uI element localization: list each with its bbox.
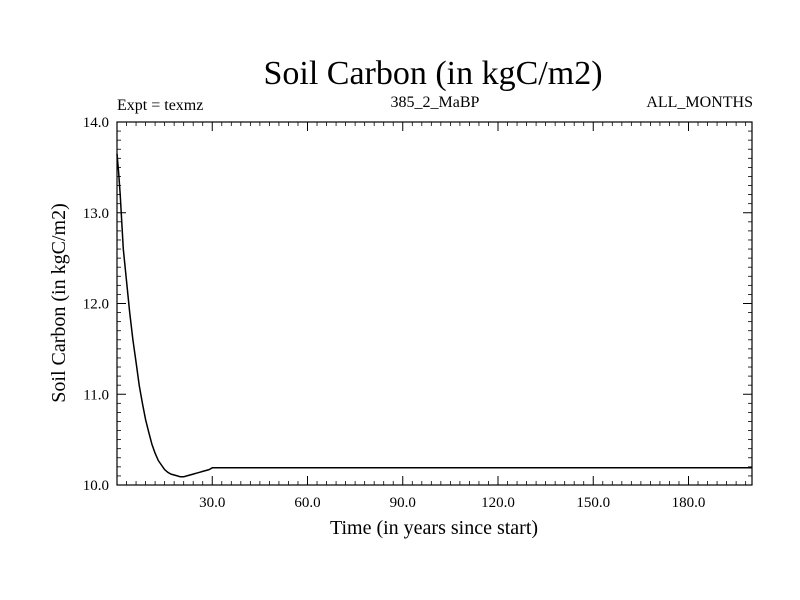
x-tick-label: 120.0 bbox=[481, 495, 515, 511]
soil-carbon-line bbox=[116, 153, 752, 478]
months-label: ALL_MONTHS bbox=[646, 94, 753, 111]
series-group bbox=[116, 153, 752, 478]
x-axis-label: Time (in years since start) bbox=[330, 517, 538, 539]
axis-ticks bbox=[117, 121, 752, 486]
x-tick-label: 60.0 bbox=[294, 495, 320, 511]
y-tick-label: 14.0 bbox=[83, 115, 109, 131]
y-tick-label: 13.0 bbox=[83, 206, 109, 222]
y-axis-label: Soil Carbon (in kgC/m2) bbox=[48, 203, 70, 402]
x-tick-label: 180.0 bbox=[672, 495, 706, 511]
x-tick-label: 30.0 bbox=[199, 495, 225, 511]
y-tick-label: 11.0 bbox=[83, 387, 109, 403]
run-label: 385_2_MaBP bbox=[391, 94, 480, 111]
y-tick-label: 12.0 bbox=[83, 297, 109, 313]
plot-frame bbox=[116, 121, 753, 486]
axis-tick-labels: 30.0 60.0 90.0 120.0 150.0 180.0 10.0 11.0 12.0 1… bbox=[83, 115, 706, 511]
y-tick-label: 10.0 bbox=[83, 478, 109, 494]
x-tick-label: 150.0 bbox=[576, 495, 610, 511]
expt-label: Expt = texmz bbox=[117, 97, 203, 114]
x-tick-label: 90.0 bbox=[390, 495, 416, 511]
chart-title: Soil Carbon (in kgC/m2) bbox=[263, 55, 602, 92]
